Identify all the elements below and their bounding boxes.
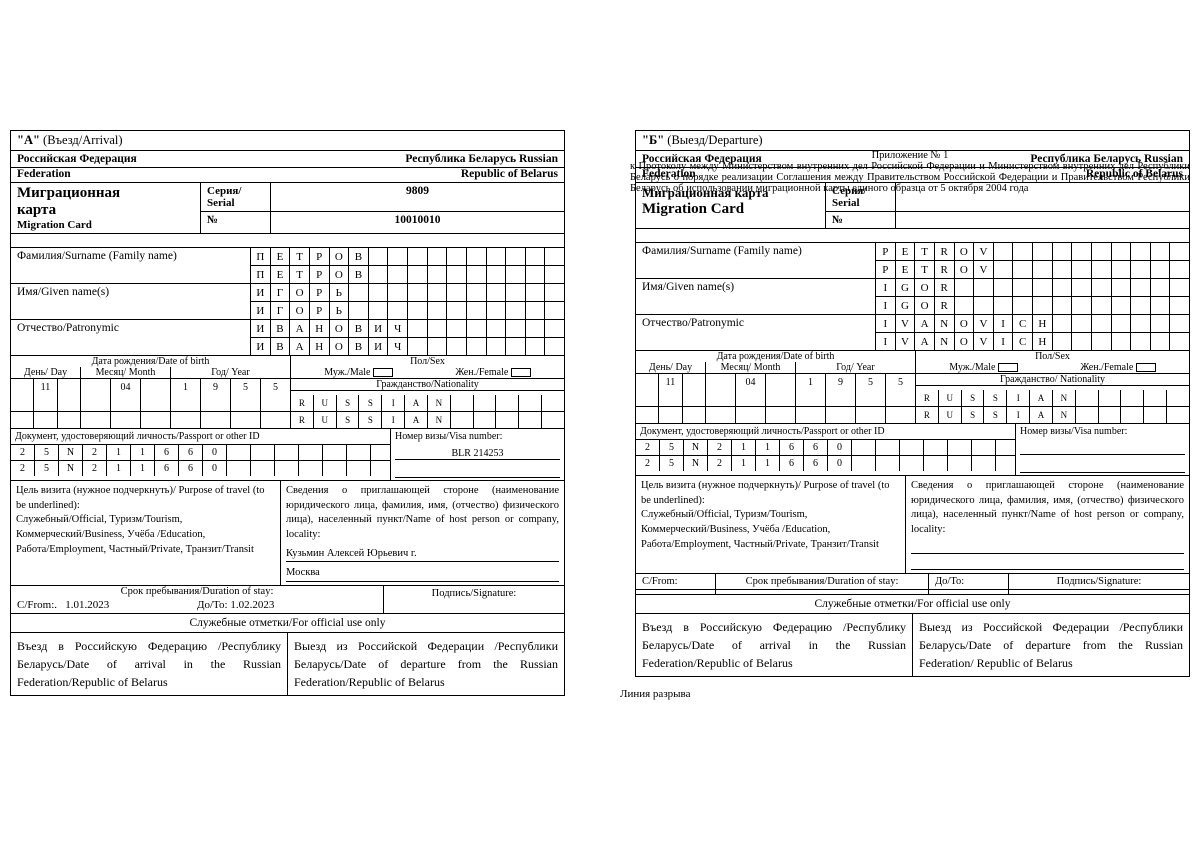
entry-exit: Въезд в Российскую Федерацию /Республику… bbox=[11, 633, 564, 695]
document-row: Документ, удостоверяющий личность/Passpo… bbox=[11, 429, 564, 481]
purpose-row: Цель визита (нужное подчеркнуть)/ Purpos… bbox=[11, 481, 564, 586]
card-b: "Б" (Выезд/Departure) Российская Федерац… bbox=[635, 130, 1190, 677]
number-value: 10010010 bbox=[271, 212, 564, 233]
stay-row: Срок пребывания/Duration of stay: С/From… bbox=[11, 586, 564, 614]
male-checkbox[interactable] bbox=[998, 363, 1018, 372]
official-use: Служебные отметки/For official use only bbox=[11, 614, 564, 633]
federation-row: Российская Федерация Республика Беларусь… bbox=[11, 151, 564, 168]
migration-title-row: Миграционная карта Migration Card Серия/… bbox=[11, 183, 564, 234]
surname-row: Фамилия/Surname (Family name) ПЕТРОВПЕТР… bbox=[11, 248, 564, 284]
card-a: "А" (Въезд/Arrival) Российская Федерация… bbox=[10, 130, 565, 696]
female-checkbox[interactable] bbox=[511, 368, 531, 377]
serial-label: Серия/ Serial bbox=[201, 183, 271, 211]
dob-block: Дата рождения/Date of birth Пол/Sex День… bbox=[11, 356, 564, 429]
visa-number: BLR 214253 bbox=[395, 448, 560, 460]
given-name-row: Имя/Given name(s) ИГОРЬИГОРЬ bbox=[11, 284, 564, 320]
female-checkbox[interactable] bbox=[1136, 363, 1156, 372]
patronymic-row: Отчество/Patronymic ИВАНОВИЧИВАНОВИЧ bbox=[11, 320, 564, 356]
tear-label: Линия разрыва bbox=[620, 688, 690, 700]
section-a-title: "А" (Въезд/Arrival) bbox=[11, 131, 564, 151]
male-checkbox[interactable] bbox=[373, 368, 393, 377]
number-label: № bbox=[201, 212, 271, 233]
section-b-title: "Б" (Выезд/Departure) bbox=[636, 131, 1189, 151]
serial-value: 9809 bbox=[271, 183, 564, 211]
